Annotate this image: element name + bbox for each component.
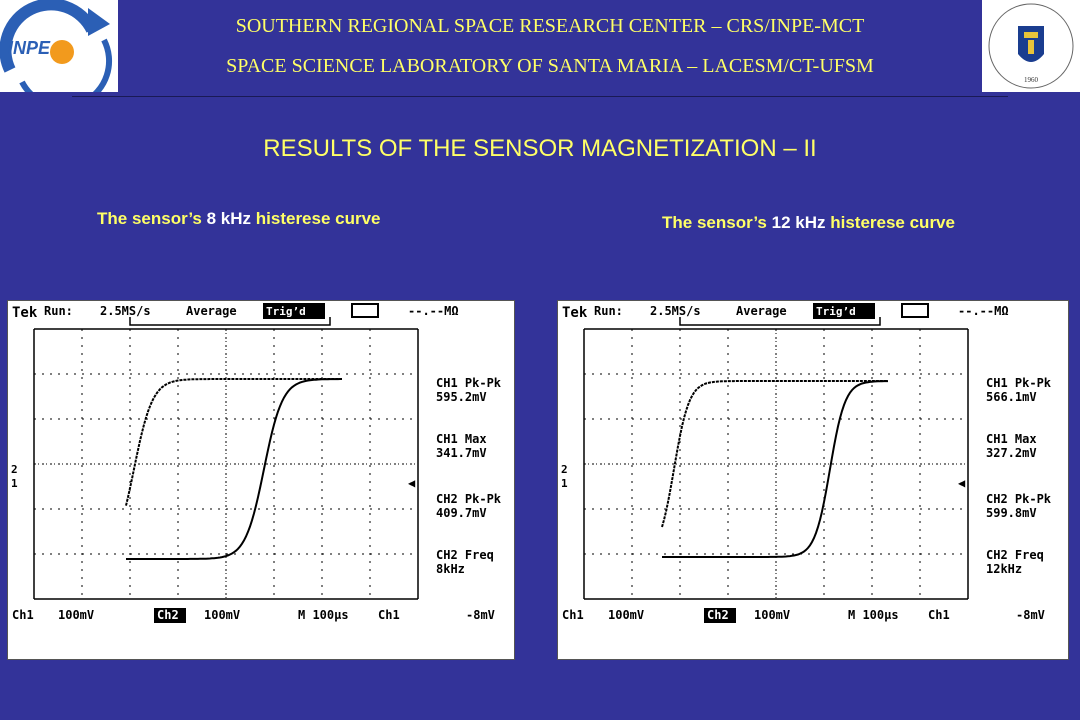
ch2-indicator: Ch2: [154, 608, 186, 623]
ch2-indicator: Ch2: [704, 608, 736, 623]
timebase: M 100µs: [848, 608, 899, 622]
readout-value: 409.7mV: [436, 506, 487, 520]
readout-value: 8kHz: [436, 562, 465, 576]
scope-mode: Average: [736, 304, 787, 318]
scope-display: Tek Run: 2.5MS/s Average Trig’d --.--MΩ …: [561, 303, 1052, 623]
ch1-label: Ch1: [12, 608, 34, 622]
caption-suffix: histerese curve: [255, 209, 381, 228]
scope-brand: Tek: [562, 305, 588, 321]
scope-run: Run:: [44, 304, 73, 318]
caption-frequency: 12 kHz: [771, 213, 826, 232]
header-line-2: SPACE SCIENCE LABORATORY OF SANTA MARIA …: [226, 55, 874, 77]
scope-readouts: CH1 Pk-Pk 595.2mV CH1 Max 341.7mV CH2 Pk…: [436, 376, 502, 576]
readout-label: CH2 Pk-Pk: [436, 492, 502, 506]
caption-right: The sensor’s 12 kHz histerese curve: [662, 213, 955, 233]
ch2-scale: 100mV: [754, 608, 790, 622]
scope-brand: Tek: [12, 305, 38, 321]
trigger-source: Ch1: [378, 608, 400, 622]
scope-measure: --.--MΩ: [958, 304, 1009, 318]
waveform-icon: [351, 303, 379, 318]
readout-label: CH2 Pk-Pk: [986, 492, 1052, 506]
trigger-level-arrow: ◀: [408, 476, 416, 490]
ch1-marker: 1: [561, 477, 568, 490]
scope-readouts: CH1 Pk-Pk 566.1mV CH1 Max 327.2mV CH2 Pk…: [986, 376, 1052, 576]
scope-mode: Average: [186, 304, 237, 318]
scope-trig-status: Trig’d: [263, 303, 325, 319]
hysteresis-branch: [126, 378, 342, 560]
scope-status-bar: Ch1 100mV Ch2 100mV M 100µs Ch1 -8mV: [562, 608, 1045, 623]
inpe-logo-text: INPE: [8, 38, 51, 58]
ch1-scale: 100mV: [608, 608, 644, 622]
ch2-label: Ch2: [157, 608, 179, 622]
trigger-position-bracket: [679, 317, 881, 326]
inpe-logo-graphic: INPE: [0, 0, 113, 111]
scope-graticule: [583, 328, 969, 600]
caption-prefix: The sensor’s: [662, 213, 767, 232]
ufsm-seal: 1960: [988, 3, 1074, 89]
ch2-scale: 100mV: [204, 608, 240, 622]
oscilloscope-screenshot-8khz: Tek Run: 2.5MS/s Average Trig’d --.--MΩ …: [7, 300, 515, 660]
oscilloscope-screenshot-12khz: Tek Run: 2.5MS/s Average Trig’d --.--MΩ …: [557, 300, 1069, 660]
waveform-icon: [901, 303, 929, 318]
hysteresis-curve: [661, 380, 888, 558]
inpe-logo: INPE: [0, 0, 118, 111]
readout-value: 341.7mV: [436, 446, 487, 460]
readout-label: CH1 Pk-Pk: [986, 376, 1052, 390]
scope-trig: Trig’d: [266, 305, 306, 318]
scope-trig: Trig’d: [816, 305, 856, 318]
trigger-position-bracket: [129, 317, 331, 326]
readout-label: CH2 Freq: [986, 548, 1044, 562]
caption-left: The sensor’s 8 kHz histerese curve: [97, 209, 381, 229]
caption-frequency: 8 kHz: [206, 209, 252, 228]
ch2-label: Ch2: [707, 608, 729, 622]
readout-value: 566.1mV: [986, 390, 1037, 404]
readout-value: 327.2mV: [986, 446, 1037, 460]
hysteresis-branch: [125, 378, 342, 506]
slide-title: RESULTS OF THE SENSOR MAGNETIZATION – II: [263, 135, 817, 162]
readout-value: 12kHz: [986, 562, 1022, 576]
timebase: M 100µs: [298, 608, 349, 622]
ch1-scale: 100mV: [58, 608, 94, 622]
scope-rate: 2.5MS/s: [100, 304, 151, 318]
trigger-level: -8mV: [1016, 608, 1045, 622]
caption-prefix: The sensor’s: [97, 209, 202, 228]
header-divider: [72, 96, 1008, 97]
readout-label: CH1 Pk-Pk: [436, 376, 502, 390]
scope-display: Tek Run: 2.5MS/s Average Trig’d --.--MΩ …: [11, 303, 502, 623]
ch1-marker: 1: [11, 477, 18, 490]
scope-trig-status: Trig’d: [813, 303, 875, 319]
ufsm-year: 1960: [1024, 76, 1039, 84]
hysteresis-branch: [661, 380, 888, 528]
trigger-level: -8mV: [466, 608, 495, 622]
scope-measure: --.--MΩ: [408, 304, 459, 318]
scope-rate: 2.5MS/s: [650, 304, 701, 318]
trigger-source: Ch1: [928, 608, 950, 622]
ch2-marker: 2: [11, 463, 18, 476]
scope-graticule: [33, 328, 419, 600]
scope-run: Run:: [594, 304, 623, 318]
ch1-label: Ch1: [562, 608, 584, 622]
readout-value: 599.8mV: [986, 506, 1037, 520]
header-line-1: SOUTHERN REGIONAL SPACE RESEARCH CENTER …: [235, 15, 865, 37]
caption-suffix: histerese curve: [830, 213, 955, 232]
readout-value: 595.2mV: [436, 390, 487, 404]
ufsm-logo: 1960: [982, 0, 1080, 92]
hysteresis-branch: [662, 380, 888, 558]
readout-label: CH1 Max: [986, 432, 1037, 446]
ch2-marker: 2: [561, 463, 568, 476]
trigger-level-arrow: ◀: [958, 476, 966, 490]
readout-label: CH2 Freq: [436, 548, 494, 562]
readout-label: CH1 Max: [436, 432, 487, 446]
scope-status-bar: Ch1 100mV Ch2 100mV M 100µs Ch1 -8mV: [12, 608, 495, 623]
hysteresis-curve: [125, 378, 342, 560]
